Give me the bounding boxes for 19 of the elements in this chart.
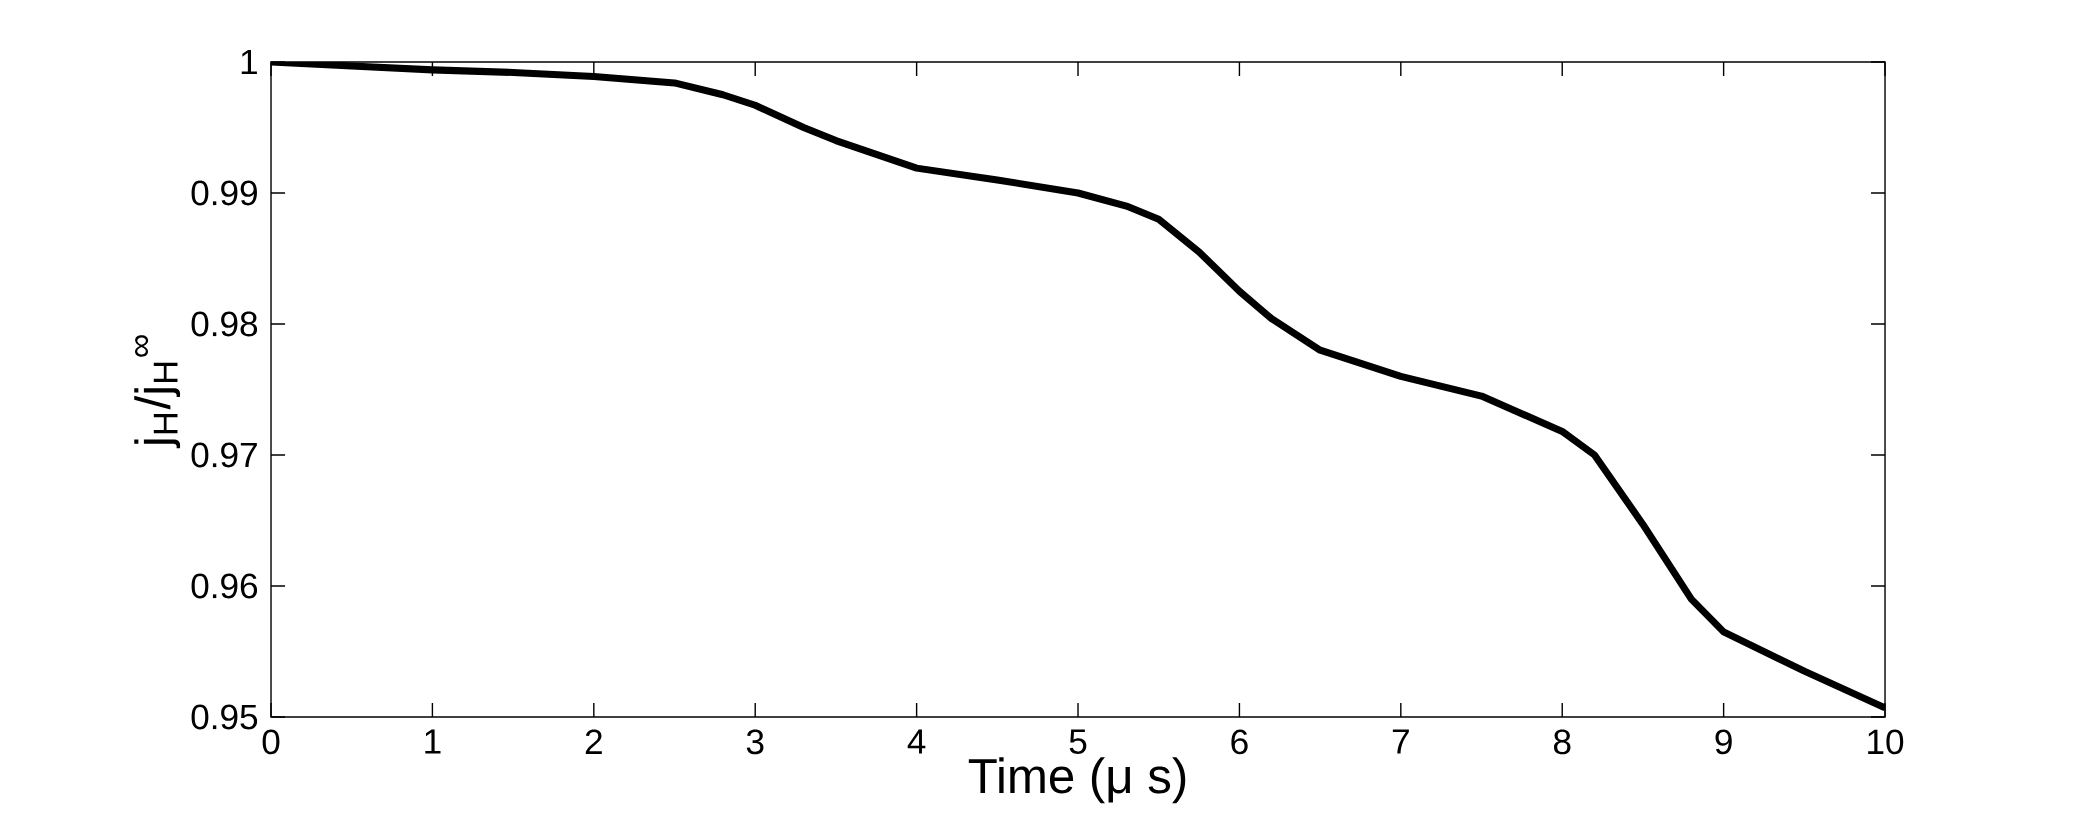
x-tick-label: 7 [1392,729,1409,754]
x-tick-label: 10 [1868,729,1904,755]
x-axis-title: Time (μ s) [968,757,1186,804]
y-tick-label: 0.95 [191,704,258,730]
x-tick-label: 1 [425,729,441,754]
x-tick-label: 4 [907,729,926,754]
x-tick-label: 6 [1231,729,1248,755]
y-tick-label: 1 [241,49,257,75]
y-tick-label: 0.97 [191,442,257,468]
y-axis-title: j$_{H}$/j$_{H}$∞ [134,335,181,449]
x-tick-label: 3 [746,729,764,755]
x-tick-label: 0 [262,729,280,755]
y-tick-label: 0.96 [191,573,258,599]
x-tick-label: 5 [1069,729,1087,754]
x-tick-label: 8 [1553,729,1571,755]
y-tick-label: 0.98 [191,311,258,337]
y-tick-label: 0.99 [191,180,257,206]
x-tick-label: 9 [1715,729,1732,755]
x-tick-label: 2 [585,729,602,754]
